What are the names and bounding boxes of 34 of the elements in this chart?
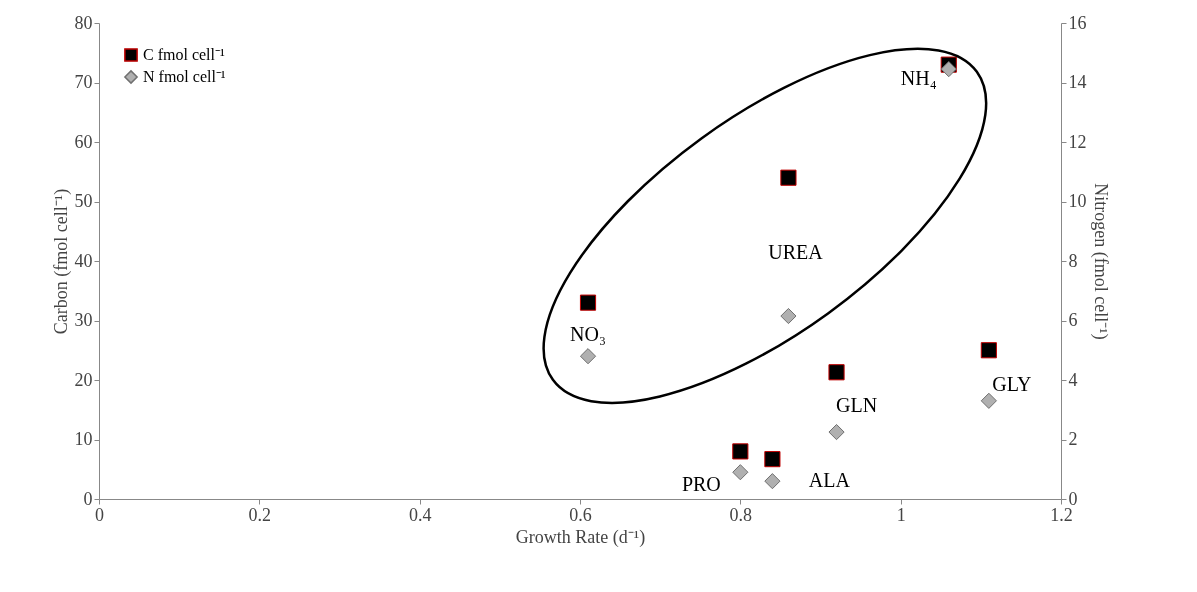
y-tick-label: 80 xyxy=(74,12,93,33)
y2-tick-label: 6 xyxy=(1068,310,1078,330)
y2-tick-label: 12 xyxy=(1068,131,1087,152)
annotation: GLN xyxy=(835,394,878,417)
y-tick-label: 20 xyxy=(74,369,93,390)
y2-tick-label: 4 xyxy=(1068,369,1078,390)
y-tick-label: 0 xyxy=(83,488,93,509)
x-axis-title: Growth Rate (d⁻¹) xyxy=(515,526,646,548)
y-tick-label: 40 xyxy=(74,250,93,271)
y-tick-label: 50 xyxy=(74,191,93,211)
x-tick-label: 0.6 xyxy=(569,504,592,525)
annotation: NH₄ xyxy=(900,67,937,90)
y-tick-label: 10 xyxy=(74,429,93,449)
y2-axis-title: Nitrogen (fmol cell⁻¹) xyxy=(1089,183,1111,340)
x-tick-label: 0.2 xyxy=(248,504,272,525)
y-tick-label: 30 xyxy=(74,310,93,330)
annotation: PRO xyxy=(681,473,721,496)
x-tick-label: 1 xyxy=(896,504,906,525)
legend-label: C fmol cell⁻¹ xyxy=(143,46,225,63)
y2-tick-label: 14 xyxy=(1068,72,1087,92)
y-tick-label: 60 xyxy=(74,131,93,152)
annotation: NO₃ xyxy=(570,323,606,346)
y2-tick-label: 10 xyxy=(1068,191,1087,211)
legend-label: N fmol cell⁻¹ xyxy=(143,68,226,85)
y2-tick-label: 16 xyxy=(1068,12,1087,33)
y-tick-label: 70 xyxy=(74,72,93,92)
y2-tick-label: 2 xyxy=(1068,429,1078,449)
annotation: GLY xyxy=(992,372,1032,395)
x-tick-label: 0.4 xyxy=(408,504,432,525)
y-axis-title: Carbon (fmol cell⁻¹) xyxy=(50,188,72,335)
x-tick-label: 0.8 xyxy=(729,504,753,525)
annotation: ALA xyxy=(808,469,851,492)
annotation: UREA xyxy=(768,241,824,264)
y2-tick-label: 8 xyxy=(1068,250,1078,271)
